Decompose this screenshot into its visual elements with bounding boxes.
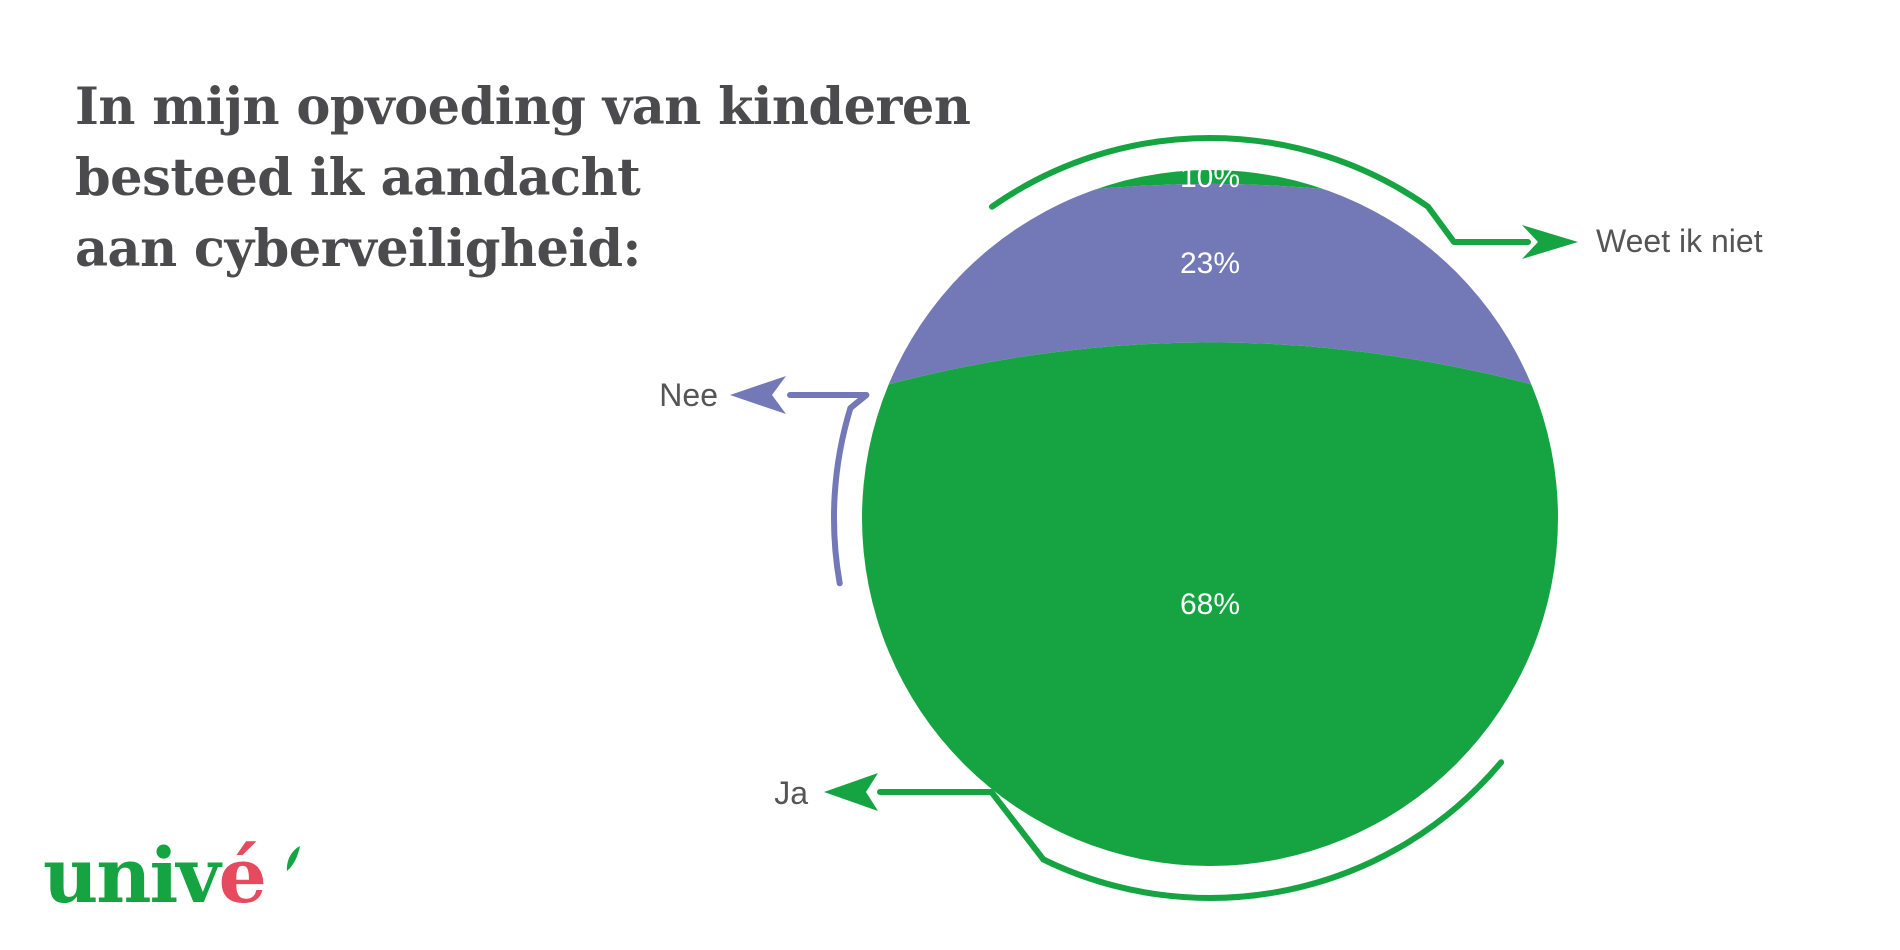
legend-label: Ja	[774, 775, 808, 811]
arrow-left-icon	[824, 773, 878, 811]
callout-line	[989, 135, 1531, 245]
logo-text: univ	[43, 831, 221, 920]
title-line: In mijn opvoeding van kinderen	[75, 77, 971, 137]
logo-wordmark: univé	[43, 838, 267, 914]
chart-bands	[862, 170, 1558, 866]
legend-label: Nee	[659, 377, 718, 413]
callout-line	[787, 392, 870, 587]
page-title: In mijn opvoeding van kinderen besteed i…	[75, 72, 971, 285]
data-label: 10%	[1180, 161, 1240, 194]
chart-band	[862, 342, 1558, 866]
arrow-left-icon	[730, 376, 786, 414]
title-line: aan cyberveiligheid:	[75, 219, 641, 279]
arrow-right-icon	[1522, 225, 1578, 259]
legend-label: Weet ik niet	[1596, 223, 1763, 259]
unive-logo: univé	[43, 838, 323, 938]
chart-band	[862, 183, 1558, 398]
data-label: 23%	[1180, 247, 1240, 280]
callout-line	[877, 759, 1505, 901]
title-line: besteed ik aandacht	[75, 148, 641, 208]
data-label: 68%	[1180, 588, 1240, 621]
leaf-icon	[286, 846, 300, 871]
logo-accent-letter: é	[218, 831, 267, 920]
